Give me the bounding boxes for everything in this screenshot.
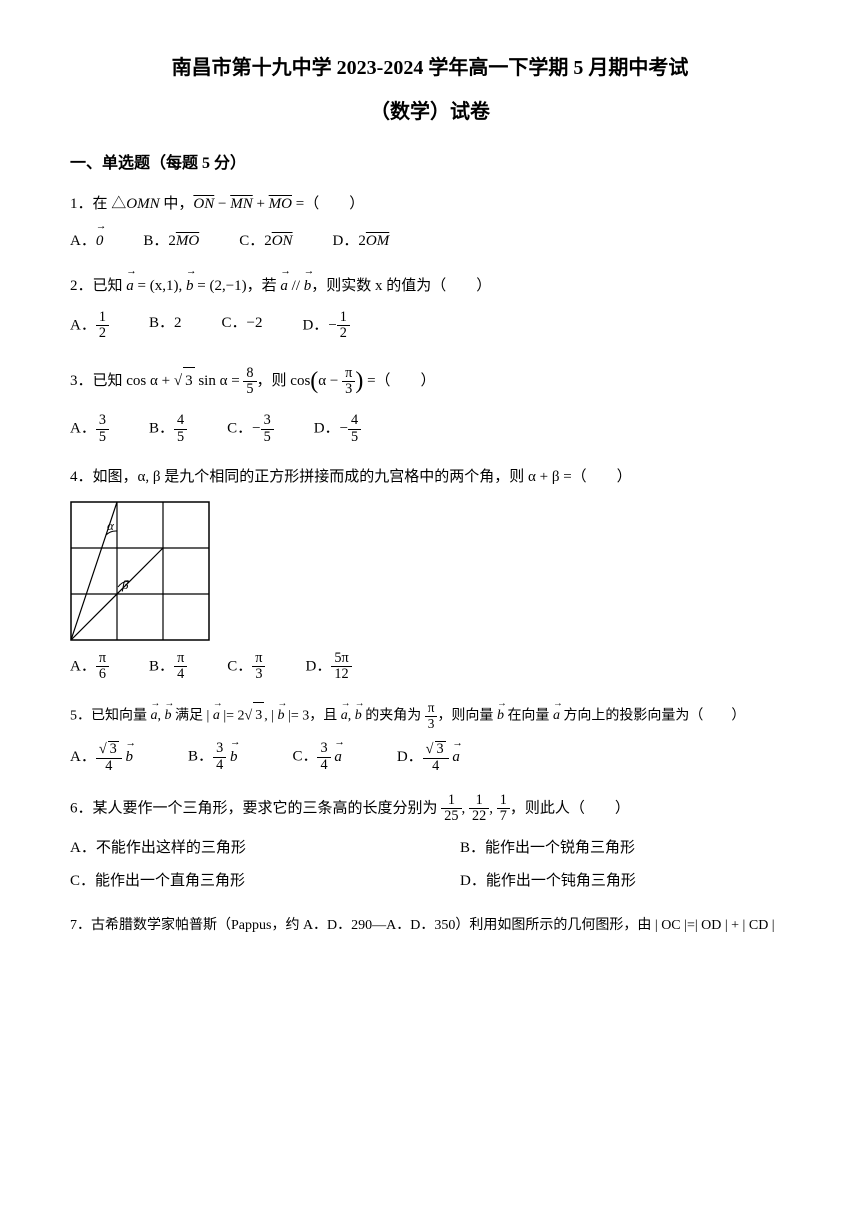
q3-opt-a: A．35 xyxy=(70,413,109,445)
q6-opt-a: A．不能作出这样的三角形 xyxy=(70,835,400,862)
q6-number: 6． xyxy=(70,800,93,816)
q2-options: A．12 B．2 C．−2 D．−12 xyxy=(70,310,790,342)
question-2: 2．已知 a = (x,1), b = (2,−1)，若 a // b，则实数 … xyxy=(70,273,790,342)
exam-subtitle: （数学）试卷 xyxy=(70,94,790,130)
beta-label: β xyxy=(121,577,129,592)
q6-options: A．不能作出这样的三角形 B．能作出一个锐角三角形 C．能作出一个直角三角形 D… xyxy=(70,835,790,895)
q5-opt-c: C．34 a xyxy=(292,741,341,774)
q5-stem: 5．已知向量 a, b 满足 | a |= 2√3, | b |= 3，且 a,… xyxy=(70,701,790,731)
grid-diagram: α β xyxy=(70,501,210,641)
q5-opt-a: A．√34 b xyxy=(70,741,133,774)
q4-opt-a: A．π6 xyxy=(70,651,109,683)
q1-opt-d: D．2OM xyxy=(333,228,390,255)
q1-vec-mn: MN xyxy=(230,196,253,212)
q1-opt-a: A．0 xyxy=(70,228,103,255)
q6-opt-d: D．能作出一个钝角三角形 xyxy=(460,868,790,895)
q6-opt-b: B．能作出一个锐角三角形 xyxy=(460,835,790,862)
q5-opt-b: B．34 b xyxy=(188,741,237,774)
q2-opt-d: D．−12 xyxy=(302,310,349,342)
alpha-label: α xyxy=(107,518,115,533)
q3-opt-b: B．45 xyxy=(149,413,187,445)
q4-opt-b: B．π4 xyxy=(149,651,187,683)
q1-text: 在 △ xyxy=(93,196,127,212)
q1-options: A．0 B．2MO C．2ON D．2OM xyxy=(70,228,790,255)
q3-opt-c: C．−35 xyxy=(227,413,274,445)
q1-triangle: OMN xyxy=(126,196,159,212)
q5-opt-d: D．√34 a xyxy=(397,741,460,774)
q3-options: A．35 B．45 C．−35 D．−45 xyxy=(70,413,790,445)
q3-opt-d: D．−45 xyxy=(314,413,361,445)
question-6: 6．某人要作一个三角形，要求它的三条高的长度分别为 125, 122, 17，则… xyxy=(70,793,790,895)
q3-stem: 3．已知 cos α + √3 sin α = 85，则 cos(α − π3)… xyxy=(70,360,790,403)
q1-vec-mo: MO xyxy=(269,196,292,212)
q1-opt-c: C．2ON xyxy=(239,228,292,255)
question-1: 1．在 △OMN 中，ON − MN + MO =（ ） A．0 B．2MO C… xyxy=(70,191,790,255)
q1-text2: 中， xyxy=(160,196,194,212)
q7-number: 7． xyxy=(70,918,91,933)
q1-vec-on: ON xyxy=(193,196,214,212)
q1-blank: =（ ） xyxy=(292,196,364,212)
question-4: 4．如图，α, β 是九个相同的正方形拼接而成的九宫格中的两个角，则 α + β… xyxy=(70,464,790,683)
q2-stem: 2．已知 a = (x,1), b = (2,−1)，若 a // b，则实数 … xyxy=(70,273,790,300)
question-7: 7．古希腊数学家帕普斯（Pappus，约 A．D．290—A．D．350）利用如… xyxy=(70,913,790,938)
q1-stem: 1．在 △OMN 中，ON − MN + MO =（ ） xyxy=(70,191,790,218)
q4-stem: 4．如图，α, β 是九个相同的正方形拼接而成的九宫格中的两个角，则 α + β… xyxy=(70,464,790,491)
q2-opt-c: C．−2 xyxy=(221,310,262,342)
question-5: 5．已知向量 a, b 满足 | a |= 2√3, | b |= 3，且 a,… xyxy=(70,701,790,775)
q1-opt-b: B．2MO xyxy=(143,228,199,255)
q7-stem: 7．古希腊数学家帕普斯（Pappus，约 A．D．290—A．D．350）利用如… xyxy=(70,913,790,938)
q4-opt-d: D．5π12 xyxy=(305,651,351,683)
q5-number: 5． xyxy=(70,708,91,723)
q4-figure: α β xyxy=(70,501,210,641)
q2-opt-b: B．2 xyxy=(149,310,182,342)
q2-opt-a: A．12 xyxy=(70,310,109,342)
q5-options: A．√34 b B．34 b C．34 a D．√34 a xyxy=(70,741,790,774)
q4-opt-c: C．π3 xyxy=(227,651,265,683)
q1-number: 1． xyxy=(70,196,93,212)
section-1-header: 一、单选题（每题 5 分） xyxy=(70,150,790,179)
q1-minus: − xyxy=(214,196,230,212)
question-3: 3．已知 cos α + √3 sin α = 85，则 cos(α − π3)… xyxy=(70,360,790,446)
q1-plus: + xyxy=(253,196,269,212)
q2-number: 2． xyxy=(70,278,93,294)
q4-number: 4． xyxy=(70,469,93,485)
q4-options: A．π6 B．π4 C．π3 D．5π12 xyxy=(70,651,790,683)
exam-title: 南昌市第十九中学 2023-2024 学年高一下学期 5 月期中考试 xyxy=(70,50,790,86)
q6-opt-c: C．能作出一个直角三角形 xyxy=(70,868,400,895)
q6-stem: 6．某人要作一个三角形，要求它的三条高的长度分别为 125, 122, 17，则… xyxy=(70,793,790,825)
q3-number: 3． xyxy=(70,373,93,389)
